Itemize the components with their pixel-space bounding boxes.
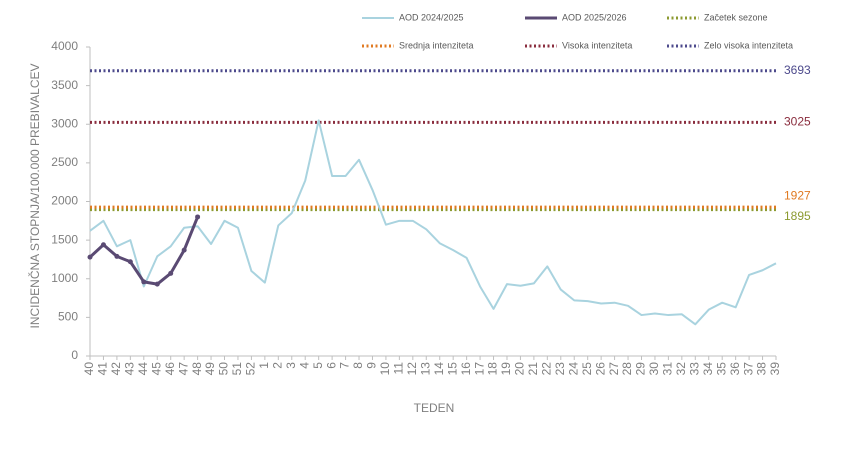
- x-tick-label: 44: [136, 362, 150, 376]
- legend-label: Začetek sezone: [704, 12, 768, 22]
- marker: [181, 247, 187, 253]
- x-tick-label: 36: [728, 362, 742, 376]
- x-tick-label: 22: [540, 362, 554, 376]
- x-tick-label: 8: [351, 362, 365, 369]
- x-tick-label: 5: [311, 362, 325, 369]
- x-tick-label: 41: [96, 362, 110, 376]
- x-tick-label: 47: [176, 362, 190, 376]
- x-tick-label: 15: [445, 362, 459, 376]
- x-tick-label: 42: [109, 362, 123, 376]
- x-tick-label: 39: [768, 362, 782, 376]
- marker: [168, 270, 174, 276]
- x-tick-label: 34: [701, 362, 715, 376]
- x-tick-label: 40: [82, 362, 96, 376]
- x-tick-label: 35: [714, 362, 728, 376]
- x-tick-label: 18: [486, 362, 500, 376]
- x-tick-label: 7: [338, 362, 352, 369]
- x-tick-label: 1: [257, 362, 271, 369]
- marker: [114, 253, 120, 259]
- x-tick-label: 49: [203, 362, 217, 376]
- legend-label: AOD 2024/2025: [399, 12, 464, 22]
- series-line: [89, 119, 777, 326]
- x-tick-label: 26: [593, 362, 607, 376]
- x-tick-label: 23: [553, 362, 567, 376]
- x-tick-label: 31: [661, 362, 675, 376]
- legend-label: AOD 2025/2026: [562, 12, 627, 22]
- reference-label: 3693: [784, 63, 811, 77]
- x-tick-label: 27: [607, 362, 621, 376]
- x-tick-label: 13: [418, 362, 432, 376]
- x-tick-label: 52: [244, 362, 258, 376]
- x-tick-label: 6: [324, 362, 338, 369]
- x-tick-label: 43: [123, 362, 137, 376]
- x-tick-label: 50: [217, 362, 231, 376]
- marker: [141, 279, 147, 285]
- x-tick-label: 32: [674, 362, 688, 376]
- x-tick-label: 3: [284, 362, 298, 369]
- reference-label: 1927: [784, 188, 811, 202]
- y-tick-label: 3000: [51, 116, 78, 130]
- x-tick-label: 11: [392, 362, 406, 375]
- x-tick-label: 2: [270, 362, 284, 369]
- x-tick-label: 28: [620, 362, 634, 376]
- reference-label: 1895: [784, 209, 811, 223]
- x-tick-label: 38: [755, 362, 769, 376]
- x-tick-label: 51: [230, 362, 244, 376]
- y-tick-label: 2000: [51, 194, 78, 208]
- x-tick-label: 9: [365, 362, 379, 369]
- marker: [195, 214, 201, 220]
- x-tick-label: 48: [190, 362, 204, 376]
- x-axis-label: TEDEN: [414, 401, 455, 415]
- x-tick-label: 14: [432, 362, 446, 376]
- x-tick-label: 24: [566, 362, 580, 376]
- y-tick-label: 500: [58, 310, 78, 324]
- y-tick-label: 1000: [51, 271, 78, 285]
- reference-label: 3025: [784, 114, 811, 128]
- y-tick-label: 0: [71, 348, 78, 362]
- y-tick-label: 4000: [51, 39, 78, 53]
- x-tick-label: 19: [499, 362, 513, 376]
- marker: [87, 254, 93, 260]
- x-tick-label: 10: [378, 362, 392, 376]
- x-tick-label: 4: [297, 362, 311, 369]
- x-tick-label: 46: [163, 362, 177, 376]
- marker: [154, 281, 160, 287]
- x-tick-label: 30: [647, 362, 661, 376]
- y-tick-label: 2500: [51, 155, 78, 169]
- x-tick-label: 12: [405, 362, 419, 376]
- x-tick-label: 17: [472, 362, 486, 376]
- marker: [127, 259, 133, 265]
- x-tick-label: 45: [149, 362, 163, 376]
- x-tick-label: 20: [513, 362, 527, 376]
- x-tick-label: 29: [634, 362, 648, 376]
- marker: [100, 242, 106, 248]
- legend-label: Zelo visoka intenziteta: [704, 40, 793, 50]
- y-axis-label: INCIDENČNA STOPNJA/100.000 PREBIVALCEV: [27, 64, 42, 329]
- legend-label: Srednja intenziteta: [399, 40, 474, 50]
- x-tick-label: 25: [580, 362, 594, 376]
- x-tick-label: 33: [687, 362, 701, 376]
- x-tick-label: 21: [526, 362, 540, 376]
- x-tick-label: 16: [459, 362, 473, 376]
- legend-label: Visoka intenziteta: [562, 40, 632, 50]
- x-tick-label: 37: [741, 362, 755, 376]
- y-tick-label: 1500: [51, 232, 78, 246]
- y-tick-label: 3500: [51, 78, 78, 92]
